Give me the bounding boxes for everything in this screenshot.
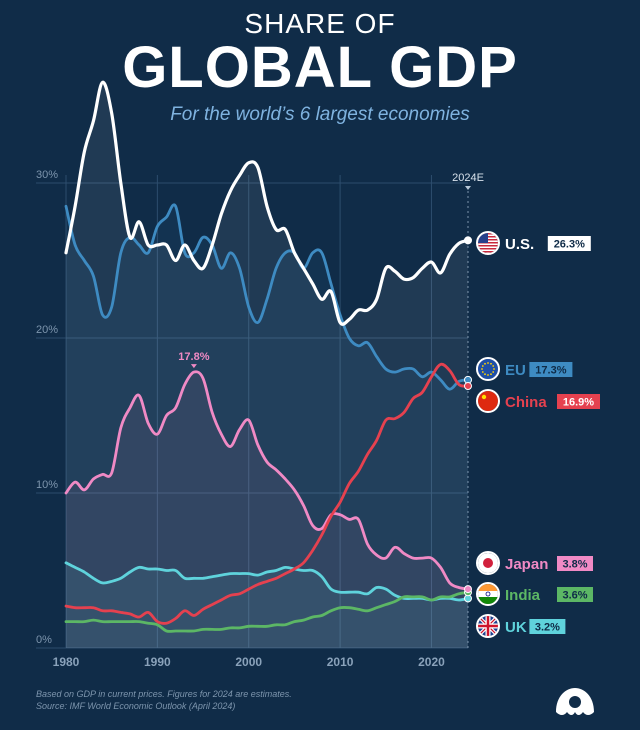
legend-badge-us	[547, 236, 591, 251]
footnote-method: Based on GDP in current prices. Figures …	[36, 689, 292, 699]
legend-label-china: China	[505, 394, 547, 411]
flag-star	[492, 371, 495, 373]
flag-star	[490, 373, 492, 376]
legend-item-uk: UK 3.2%	[476, 614, 566, 638]
y-tick-label: 10%	[36, 479, 58, 491]
flag-canton	[478, 233, 488, 243]
india-flag-icon	[476, 582, 500, 606]
legend-item-eu: EU 17.3%	[476, 357, 573, 381]
flag-star	[487, 362, 489, 364]
x-tick-label: 1990	[144, 655, 171, 669]
legend-badge-eu	[529, 362, 573, 377]
legend-badge-uk	[529, 619, 566, 634]
flag-star	[493, 368, 495, 370]
flag-star	[487, 374, 489, 376]
series-endpoint-japan	[464, 585, 472, 594]
series-line-india	[64, 590, 470, 633]
x-tick-label: 2010	[327, 655, 354, 669]
title-small: SHARE OF	[244, 8, 396, 39]
flag-star	[484, 373, 486, 376]
flag-star	[481, 365, 484, 367]
legend-badge-india	[557, 587, 593, 602]
publisher-logo-icon	[556, 688, 594, 715]
legend-value-eu: 17.3%	[535, 365, 566, 377]
flag-body	[478, 616, 498, 636]
flag-star	[484, 362, 486, 365]
flag-band	[478, 584, 498, 591]
y-tick-label: 30%	[36, 169, 58, 181]
flag-star	[481, 394, 487, 400]
legend-item-india: India 3.6%	[476, 582, 593, 606]
x-tick-label: 2020	[418, 655, 445, 669]
legend-label-japan: Japan	[505, 556, 548, 573]
legend-label-us: U.S.	[505, 236, 534, 253]
legend-item-japan: Japan 3.8%	[476, 551, 593, 575]
flag-ring	[476, 389, 500, 413]
flag-sun	[483, 558, 493, 568]
legend-label-eu: EU	[505, 362, 526, 379]
x-tick-label: 1980	[53, 655, 80, 669]
flag-ring	[476, 582, 500, 606]
x-tick-label: 2000	[235, 655, 262, 669]
y-tick-label: 0%	[36, 634, 52, 646]
series-endpoint-us	[464, 236, 472, 245]
flag-star	[481, 371, 484, 373]
flag-body	[478, 233, 498, 253]
uk-flag-icon	[476, 614, 500, 638]
subtitle: For the world’s 6 largest economies	[170, 104, 470, 125]
peak-annotation-label: 17.8%	[178, 351, 209, 363]
flag-ring	[476, 551, 500, 575]
footnote-source: Source: IMF World Economic Outlook (Apri…	[36, 701, 236, 711]
y-tick-label: 20%	[36, 324, 58, 336]
legend-value-china: 16.9%	[563, 397, 594, 409]
legend-item-us: U.S. 26.3%	[476, 231, 591, 255]
legend-item-china: China 16.9%	[476, 389, 600, 413]
china-flag-icon	[476, 389, 500, 413]
flag-field	[478, 359, 498, 379]
flag-star	[481, 368, 483, 370]
eu-flag-icon	[476, 357, 500, 381]
flag-body	[478, 553, 498, 573]
series-endpoint-china	[464, 382, 472, 391]
series-area-eu	[66, 204, 468, 648]
flag-band	[478, 597, 498, 604]
legend-badge-china	[557, 394, 600, 409]
legend-label-uk: UK	[505, 619, 527, 636]
series-area-us	[66, 82, 468, 648]
legend-value-us: 26.3%	[554, 239, 585, 251]
peak-annotation-arrow	[190, 364, 197, 369]
flag-ring	[476, 614, 500, 638]
flag-body	[478, 584, 498, 604]
legend-badge-japan	[557, 556, 593, 571]
japan-flag-icon	[476, 551, 500, 575]
flag-field	[478, 391, 498, 411]
us-flag-icon	[476, 231, 500, 255]
flag-stripe	[478, 245, 498, 247]
flag-star	[492, 365, 495, 367]
flag-ring	[476, 231, 500, 255]
page-title: GLOBAL GDP	[122, 35, 518, 100]
flag-stripe	[478, 251, 498, 253]
flag-body	[478, 359, 498, 379]
flag-star	[490, 362, 492, 365]
legend-label-india: India	[505, 587, 541, 604]
flag-band	[478, 591, 498, 597]
estimate-marker-label: 2024E	[452, 172, 484, 184]
series-line-us	[64, 80, 470, 326]
estimate-marker-arrow	[465, 186, 471, 190]
flag-cross	[478, 616, 498, 636]
legend-value-uk: 3.2%	[535, 622, 560, 634]
legend-value-india: 3.6%	[562, 590, 587, 602]
flag-body	[478, 391, 498, 411]
series-line-china	[64, 362, 470, 625]
flag-wheel	[485, 591, 491, 597]
flag-stripe	[478, 248, 498, 250]
flag-ring	[476, 357, 500, 381]
series-line-japan	[64, 370, 470, 591]
legend-value-japan: 3.8%	[562, 559, 587, 571]
series-area-japan	[66, 371, 468, 648]
series-area-uk	[66, 562, 468, 648]
